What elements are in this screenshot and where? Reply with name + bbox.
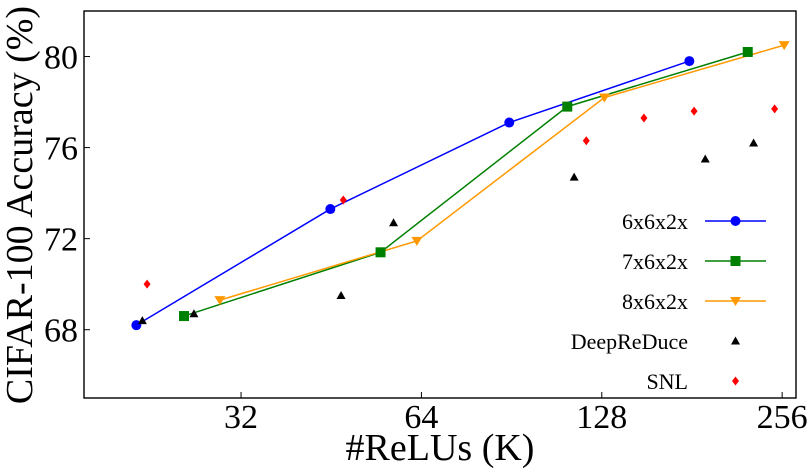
legend-label: SNL: [646, 369, 688, 394]
data-point-6x6x2x: [504, 117, 515, 128]
data-point-6x6x2x: [684, 56, 695, 67]
data-point-8x6x2x: [411, 236, 423, 246]
legend-item-6x6x2x: 6x6x2x: [622, 209, 766, 234]
x-tick-label: 32: [224, 399, 258, 436]
legend-marker: [732, 376, 739, 386]
data-point-deepreduce: [137, 316, 147, 325]
series-line-7x6x2x: [183, 51, 748, 317]
data-point-snl: [771, 104, 779, 114]
y-tick-label: 72: [44, 222, 78, 259]
x-axis-ticks: 32 64 128 256: [224, 392, 808, 436]
x-tick-label: 128: [576, 399, 627, 436]
data-point-snl: [640, 113, 648, 123]
series-line-8x6x2x: [219, 44, 785, 301]
legend-marker: [730, 297, 741, 306]
legend-item-8x6x2x: 8x6x2x: [622, 289, 766, 314]
y-tick-label: 76: [44, 131, 78, 168]
data-point-snl: [143, 279, 151, 289]
x-tick-label: 64: [404, 399, 438, 436]
data-point-6x6x2x: [325, 204, 336, 215]
legend-marker: [730, 256, 741, 266]
legend-marker: [731, 336, 740, 345]
y-axis-ticks: 68 72 76 80: [44, 40, 90, 350]
legend-label: DeepReDuce: [571, 329, 688, 354]
data-point-7x6x2x: [178, 311, 189, 322]
data-point-7x6x2x: [375, 247, 386, 258]
data-point-snl: [582, 136, 590, 146]
legend-item-7x6x2x: 7x6x2x: [622, 249, 766, 274]
legend-item-snl: SNL: [646, 369, 739, 394]
data-point-snl: [339, 195, 347, 205]
data-point-7x6x2x: [742, 46, 753, 57]
data-point-deepreduce: [700, 154, 710, 163]
legend: 6x6x2x 7x6x2x 8x6x2x DeepReDuce SNL: [571, 209, 766, 394]
data-point-7x6x2x: [562, 101, 573, 112]
data-point-deepreduce: [389, 218, 399, 227]
data-point-8x6x2x: [214, 296, 226, 306]
data-point-deepreduce: [336, 291, 346, 300]
data-point-deepreduce: [749, 138, 759, 147]
data-point-snl: [690, 106, 698, 116]
legend-label: 6x6x2x: [622, 209, 688, 234]
series-lines: [135, 44, 785, 326]
legend-label: 8x6x2x: [622, 289, 688, 314]
data-point-8x6x2x: [598, 93, 610, 103]
data-point-deepreduce: [189, 309, 199, 318]
x-tick-label: 256: [757, 399, 808, 436]
series-markers: [131, 41, 790, 331]
y-tick-label: 68: [44, 313, 78, 350]
series-line-6x6x2x: [135, 60, 690, 326]
legend-marker: [730, 216, 741, 226]
y-tick-label: 80: [44, 40, 78, 77]
y-axis-label: CIFAR-100 Accuracy (%): [0, 6, 41, 404]
x-axis-label: #ReLUs (K): [346, 427, 535, 469]
legend-item-deepreduce: DeepReDuce: [571, 329, 740, 354]
data-point-deepreduce: [569, 172, 579, 181]
data-point-8x6x2x: [778, 41, 790, 51]
legend-label: 7x6x2x: [622, 249, 688, 274]
